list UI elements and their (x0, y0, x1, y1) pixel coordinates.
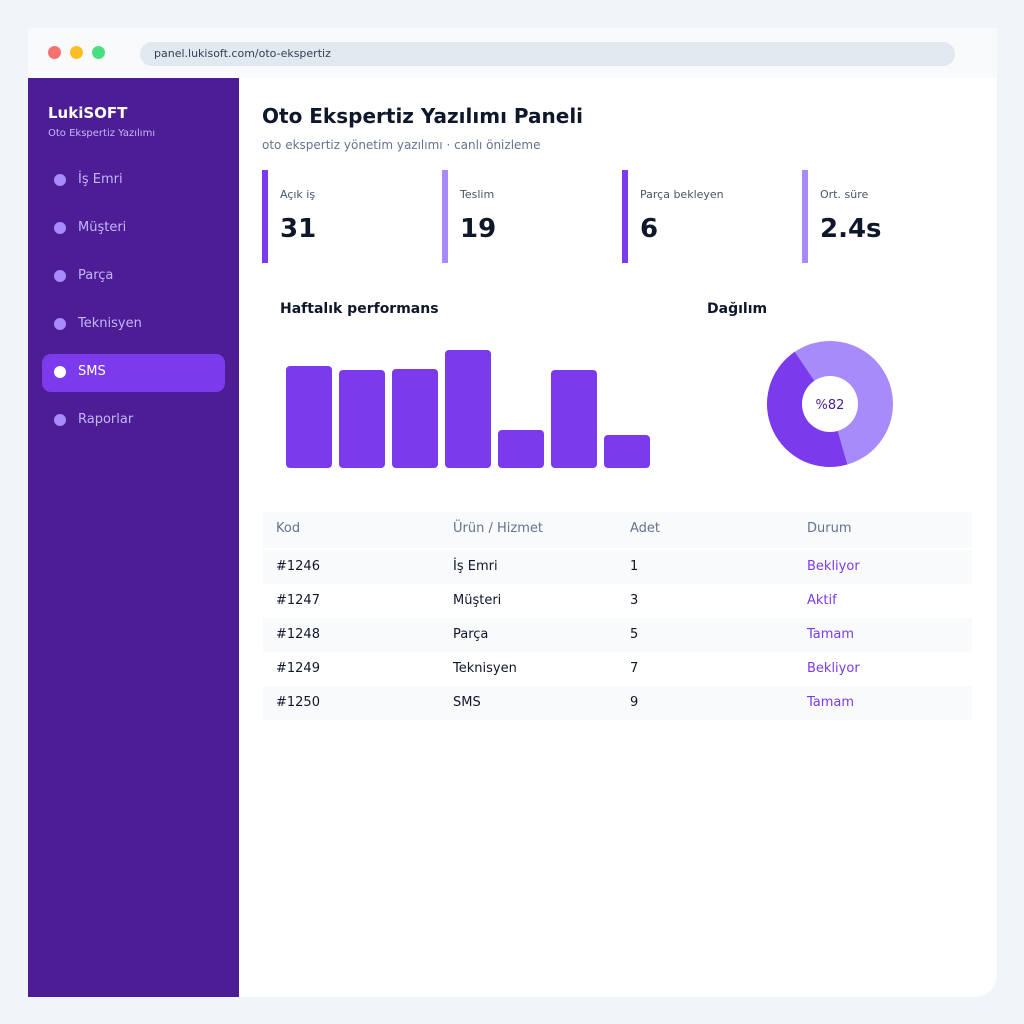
table-cell: #1249 (276, 661, 320, 676)
column-header: Durum (807, 521, 852, 536)
stat-card: Açık iş 31 (262, 170, 422, 263)
table-cell: 7 (630, 661, 639, 676)
stat-value: 6 (640, 214, 659, 244)
donut-hole (802, 376, 858, 432)
nav-item[interactable]: Müşteri (42, 210, 225, 248)
table-row: #1248 Parça 5 Tamam (263, 618, 972, 652)
table-row: #1246 İş Emri 1 Bekliyor (263, 550, 972, 584)
bar (604, 435, 650, 468)
stat-label: Açık iş (280, 188, 316, 201)
brand: LukiSOFT (48, 104, 128, 122)
nav-label: Raporlar (78, 412, 134, 427)
bar (498, 430, 544, 468)
table-header: Kod Ürün / Hizmet Adet Durum (263, 512, 972, 548)
table-cell: Bekliyor (807, 661, 860, 676)
stat-label: Teslim (460, 188, 495, 201)
table-row: #1247 Müşteri 3 Aktif (263, 584, 972, 618)
nav-dot (54, 318, 66, 330)
bar (445, 350, 491, 468)
table-cell: İş Emri (453, 559, 498, 574)
table-cell: #1246 (276, 559, 320, 574)
max-dot[interactable] (92, 46, 105, 59)
table-cell: Teknisyen (453, 661, 517, 676)
nav-dot (54, 174, 66, 186)
table-row: #1250 SMS 9 Tamam (263, 686, 972, 720)
nav-item[interactable]: Teknisyen (42, 306, 225, 344)
nav-item[interactable]: İş Emri (42, 162, 225, 200)
browser-bar: panel.lukisoft.com/oto-ekspertiz (28, 28, 997, 78)
close-dot[interactable] (48, 46, 61, 59)
column-header: Ürün / Hizmet (453, 521, 543, 536)
table-cell: Tamam (807, 695, 855, 710)
nav-dot (54, 270, 66, 282)
min-dot[interactable] (70, 46, 83, 59)
table-cell: 1 (630, 559, 639, 574)
bar (286, 366, 332, 468)
nav-label: İş Emri (78, 172, 123, 187)
pie-center-label: %82 (816, 398, 845, 413)
nav-dot (54, 222, 66, 234)
window: panel.lukisoft.com/oto-ekspertiz LukiSOF… (28, 28, 997, 997)
table-cell: #1250 (276, 695, 320, 710)
column-header: Kod (276, 521, 301, 536)
table-cell: SMS (453, 695, 481, 710)
nav-label: Müşteri (78, 220, 127, 235)
stat-label: Ort. süre (820, 188, 869, 201)
brand-subtitle: Oto Ekspertiz Yazılımı (48, 128, 156, 139)
sidebar: LukiSOFT Oto Ekspertiz Yazılımı İş Emri M… (28, 78, 239, 997)
bar (339, 370, 385, 468)
nav-item[interactable]: Raporlar (42, 402, 225, 440)
table-cell: Bekliyor (807, 559, 860, 574)
stat-value: 19 (460, 214, 497, 244)
nav-label: Teknisyen (78, 316, 142, 331)
stat-card: Ort. süre 2.4s (802, 170, 962, 263)
stat-card: Parça bekleyen 6 (622, 170, 782, 263)
nav-label: SMS (78, 364, 106, 379)
table-cell: 5 (630, 627, 639, 642)
table-cell: #1248 (276, 627, 320, 642)
column-header: Adet (630, 521, 661, 536)
table-cell: Parça (453, 627, 489, 642)
pie-title: Dağılım (707, 301, 768, 317)
charts: %82 (286, 341, 894, 468)
table-cell: #1247 (276, 593, 320, 608)
table-cell: 9 (630, 695, 639, 710)
table-cell: Tamam (807, 627, 855, 642)
nav-dot (54, 366, 66, 378)
nav-dot (54, 414, 66, 426)
url-bar[interactable]: panel.lukisoft.com/oto-ekspertiz (140, 42, 955, 66)
bar (392, 369, 438, 468)
nav-item[interactable]: Parça (42, 258, 225, 296)
table-cell: Müşteri (453, 593, 502, 608)
stat-value: 31 (280, 214, 317, 244)
page-subtitle: oto ekspertiz yönetim yazılımı · canlı ö… (262, 138, 541, 152)
stat-card: Teslim 19 (442, 170, 602, 263)
nav-label: Parça (78, 268, 114, 283)
nav-item[interactable]: SMS (42, 354, 225, 392)
stat-label: Parça bekleyen (640, 188, 724, 201)
table-cell: 3 (630, 593, 639, 608)
table-cell: Aktif (807, 593, 837, 608)
table-row: #1249 Teknisyen 7 Bekliyor (263, 652, 972, 686)
stat-value: 2.4s (820, 214, 882, 244)
page-title: Oto Ekspertiz Yazılımı Paneli (262, 104, 584, 128)
bar (551, 370, 597, 468)
bar-title: Haftalık performans (280, 301, 439, 317)
